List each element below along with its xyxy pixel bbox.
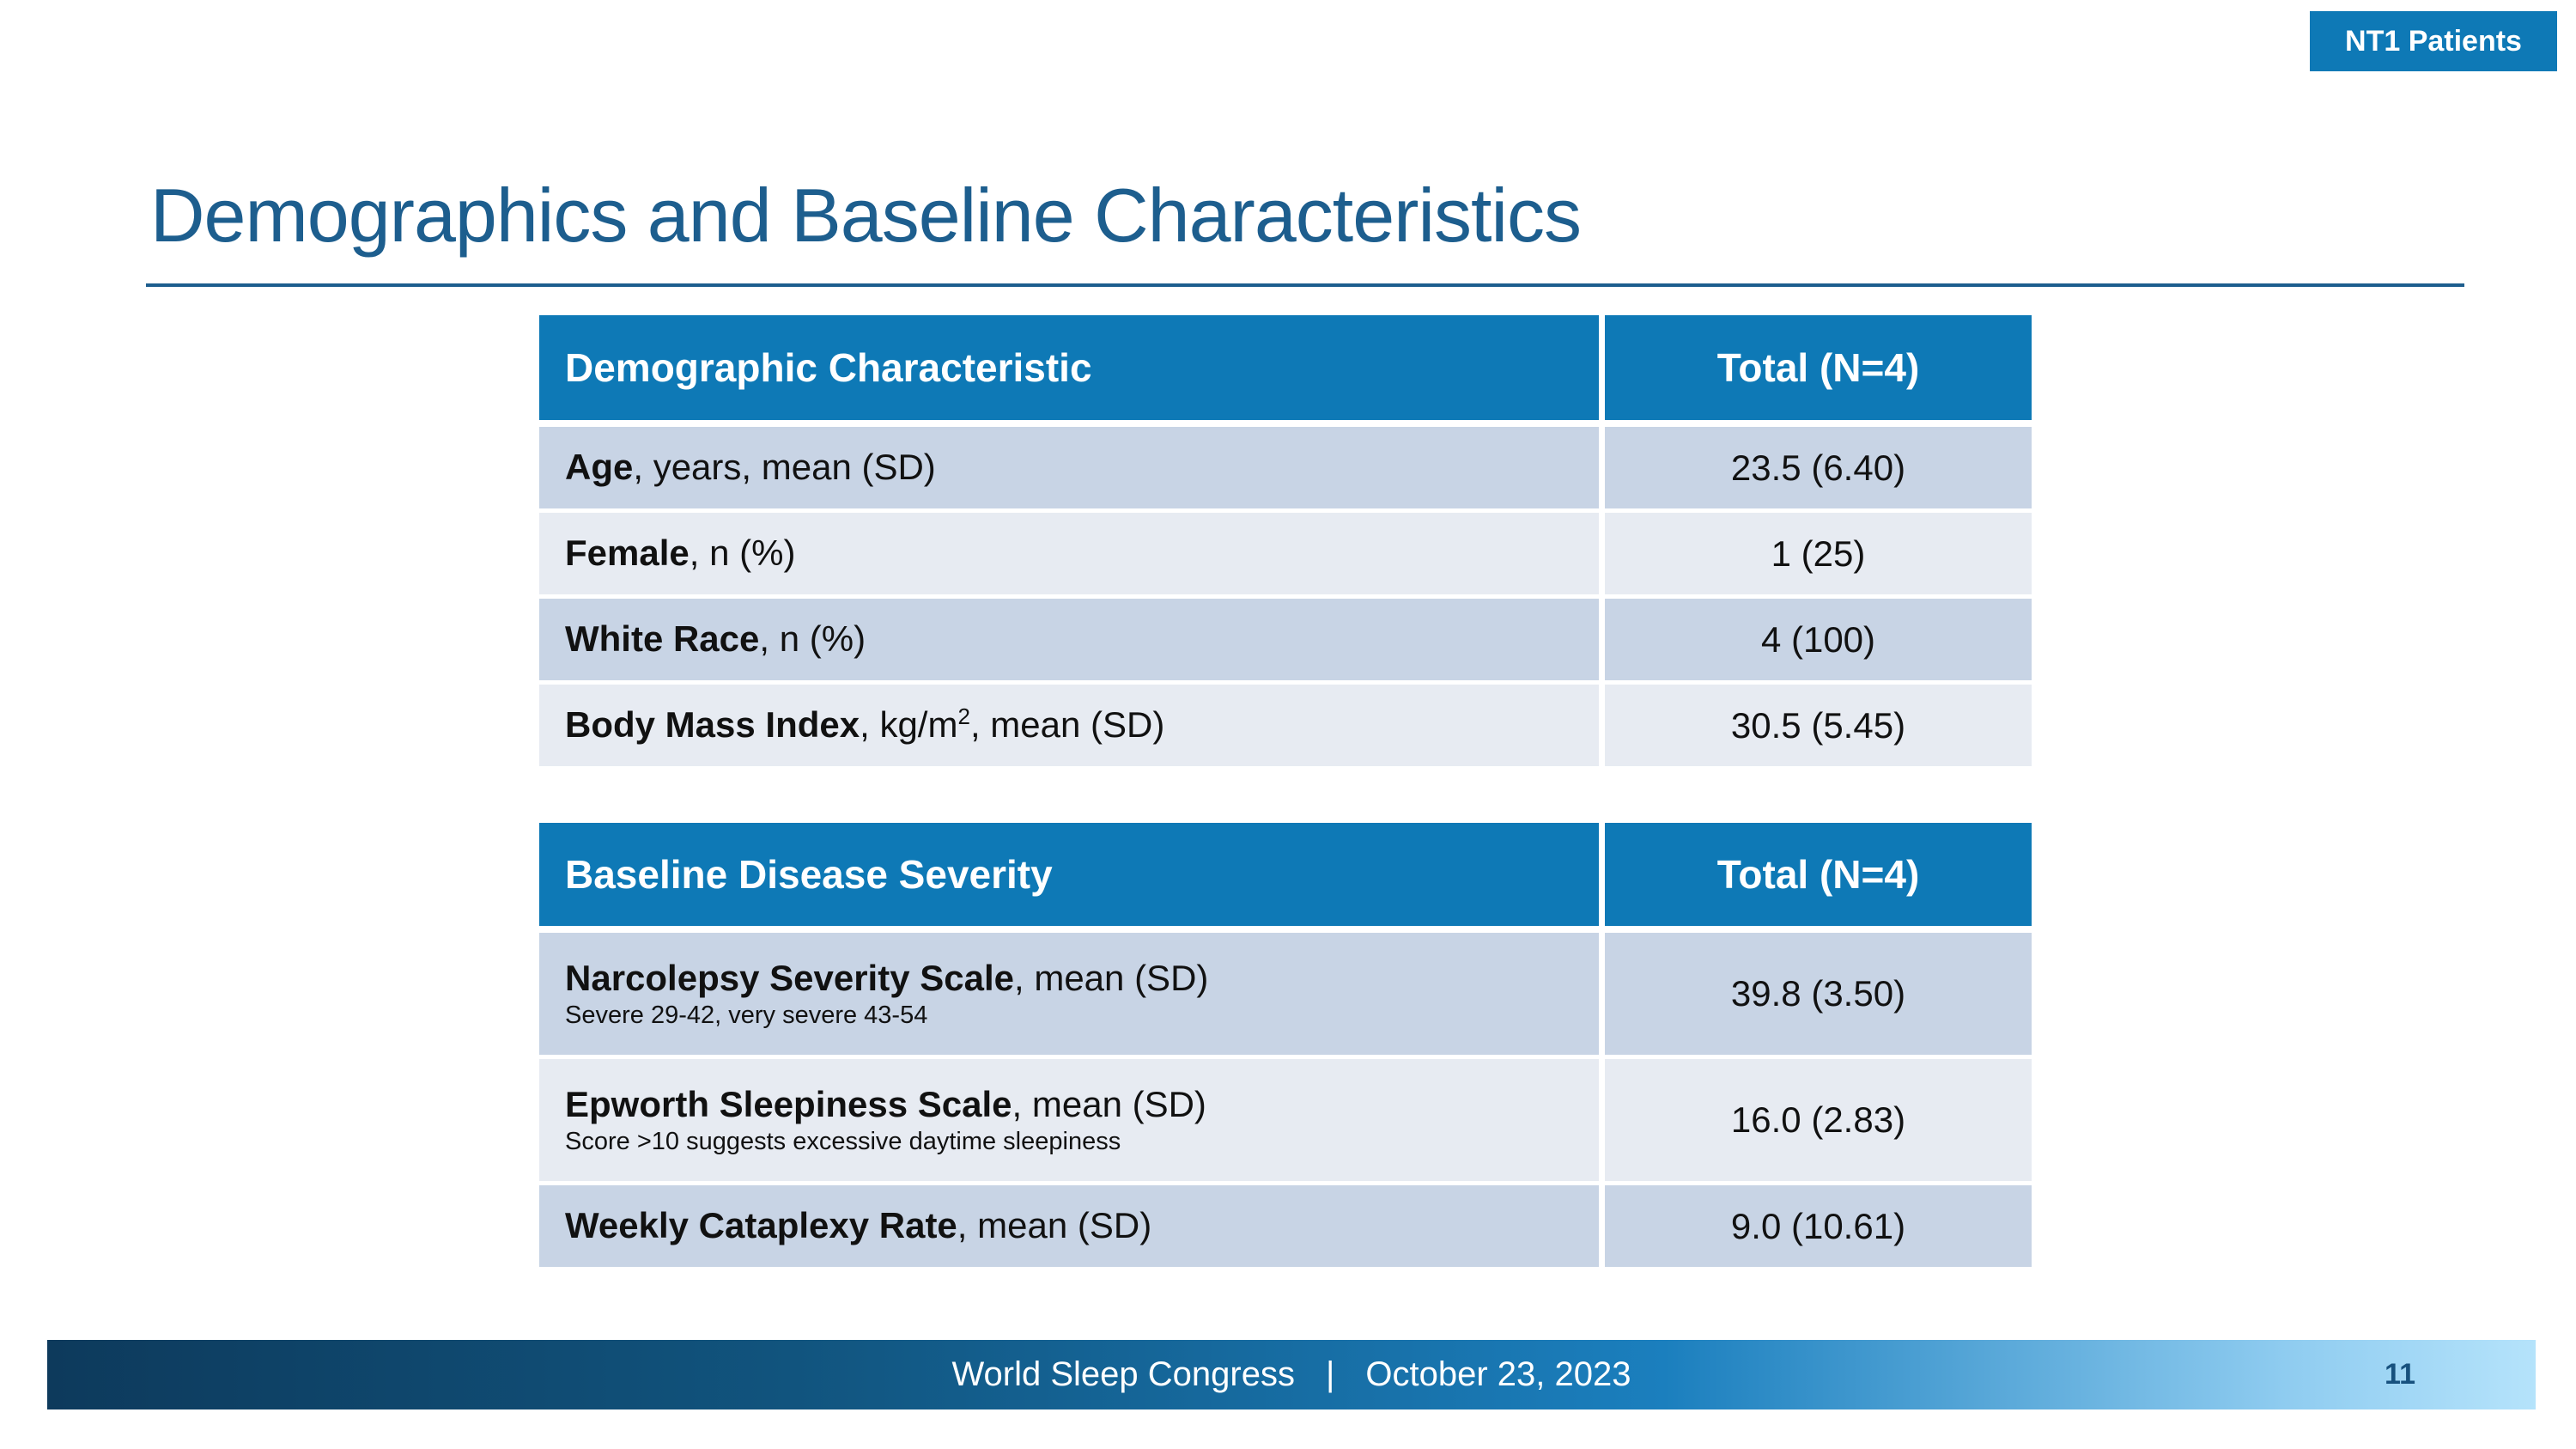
header-characteristic-label: Baseline Disease Severity [565,852,1053,897]
header-characteristic-label: Demographic Characteristic [565,345,1092,390]
row-footnote: Severe 29-42, very severe 43-54 [565,1002,928,1030]
row-value-cell: 30.5 (5.45) [1605,685,2032,766]
row-value: 4 (100) [1760,618,1876,660]
row-label: Epworth Sleepiness Scale, mean (SD) [565,1083,1206,1124]
table-row: White Race, n (%) 4 (100) [539,599,2038,680]
row-label: White Race, n (%) [565,618,866,660]
row-label-cell: Narcolepsy Severity Scale, mean (SD) Sev… [539,933,1605,1055]
row-label: Narcolepsy Severity Scale, mean (SD) [565,957,1209,998]
row-label-cell: Weekly Cataplexy Rate, mean (SD) [539,1185,1605,1267]
row-value: 39.8 (3.50) [1730,973,1906,1014]
row-label: Age, years, mean (SD) [565,447,936,488]
table-header-row: Demographic Characteristic Total (N=4) [539,315,2038,420]
row-value-cell: 4 (100) [1605,599,2032,680]
table-row: Narcolepsy Severity Scale, mean (SD) Sev… [539,933,2038,1055]
header-total-label: Total (N=4) [1716,345,1920,390]
row-value: 16.0 (2.83) [1730,1099,1906,1140]
table-row: Female, n (%) 1 (25) [539,513,2038,594]
header-total-label: Total (N=4) [1716,852,1920,897]
table-row: Age, years, mean (SD) 23.5 (6.40) [539,427,2038,508]
table-row: Weekly Cataplexy Rate, mean (SD) 9.0 (10… [539,1185,2038,1267]
demographics-table: Demographic Characteristic Total (N=4) A… [539,315,2038,770]
row-value: 9.0 (10.61) [1730,1205,1906,1246]
row-label-cell: Body Mass Index, kg/m2, mean (SD) [539,685,1605,766]
table-row: Body Mass Index, kg/m2, mean (SD) 30.5 (… [539,685,2038,766]
row-label-cell: Female, n (%) [539,513,1605,594]
superscript: 2 [957,703,970,730]
row-value-cell: 9.0 (10.61) [1605,1185,2032,1267]
page-number: 11 [2385,1358,2415,1391]
row-value-cell: 1 (25) [1605,513,2032,594]
row-value: 23.5 (6.40) [1730,447,1906,488]
row-value: 30.5 (5.45) [1730,704,1906,746]
header-total-cell: Total (N=4) [1605,823,2032,926]
footer-conference: World Sleep Congress [951,1355,1295,1393]
row-footnote: Score >10 suggests excessive daytime sle… [565,1128,1121,1156]
header-characteristic-cell: Baseline Disease Severity [539,823,1605,926]
title-underline [146,283,2464,287]
footer-date: October 23, 2023 [1365,1355,1631,1393]
row-value-cell: 16.0 (2.83) [1605,1059,2032,1181]
row-label-cell: Epworth Sleepiness Scale, mean (SD) Scor… [539,1059,1605,1181]
row-label: Weekly Cataplexy Rate, mean (SD) [565,1205,1152,1246]
row-label-cell: Age, years, mean (SD) [539,427,1605,508]
table-header-row: Baseline Disease Severity Total (N=4) [539,823,2038,926]
nt1-patients-badge: NT1 Patients [2310,11,2557,71]
header-characteristic-cell: Demographic Characteristic [539,315,1605,420]
row-value-cell: 23.5 (6.40) [1605,427,2032,508]
page-title: Demographics and Baseline Characteristic… [150,173,1582,258]
row-value: 1 (25) [1771,533,1866,574]
row-label: Body Mass Index, kg/m2, mean (SD) [565,703,1165,746]
badge-label: NT1 Patients [2345,24,2522,58]
row-label-cell: White Race, n (%) [539,599,1605,680]
disease-severity-table: Baseline Disease Severity Total (N=4) Na… [539,823,2038,1271]
footer-separator: | [1325,1355,1335,1393]
footer-bar: World Sleep Congress | October 23, 2023 … [47,1340,2536,1409]
table-row: Epworth Sleepiness Scale, mean (SD) Scor… [539,1059,2038,1181]
row-label: Female, n (%) [565,533,796,574]
header-total-cell: Total (N=4) [1605,315,2032,420]
row-value-cell: 39.8 (3.50) [1605,933,2032,1055]
